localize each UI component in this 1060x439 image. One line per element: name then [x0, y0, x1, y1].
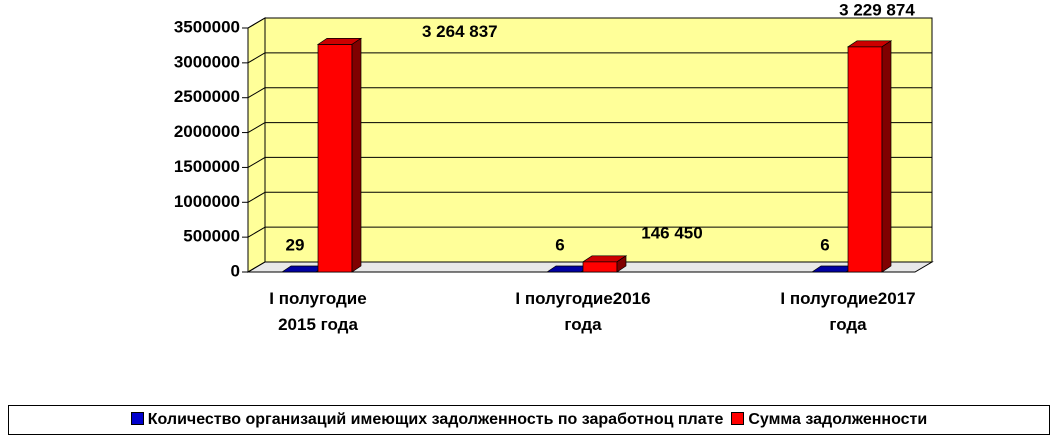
grid-line: [247, 191, 266, 203]
legend-item: Сумма задолженности: [731, 411, 927, 429]
back-wall: [264, 17, 933, 263]
y-tick-label: 2500000: [174, 87, 240, 106]
legend-label: Количество организаций имеющих задолженн…: [147, 411, 724, 428]
bar-side: [881, 40, 892, 273]
bar: [582, 261, 618, 273]
y-tick-label: 3000000: [174, 52, 240, 71]
legend: Количество организаций имеющих задолженн…: [8, 405, 1050, 435]
x-tick-label: I полугодие 2015 года: [269, 289, 367, 334]
grid-line: [247, 122, 266, 134]
grid-line: [247, 156, 266, 168]
data-label: 6: [820, 235, 829, 254]
bar-side: [616, 255, 627, 273]
legend-swatch: [130, 412, 144, 425]
plot: 0 500000 1000000 1500000 2000000 2500000 30000…: [174, 0, 934, 280]
grid-line: [247, 17, 266, 29]
legend-item: Количество организаций имеющих задолженн…: [130, 411, 724, 429]
y-tick-label: 500000: [183, 227, 240, 246]
legend-swatch: [731, 412, 745, 425]
bar-side: [351, 37, 362, 273]
grid-line: [247, 261, 266, 273]
data-label: 146 450: [641, 223, 702, 242]
bar: [317, 44, 353, 273]
grid-line: [247, 52, 266, 64]
data-label: 29: [286, 235, 305, 254]
y-tick-label: 3500000: [174, 17, 240, 36]
y-tick-label: 2000000: [174, 122, 240, 141]
y-tick-label: 0: [231, 261, 240, 280]
data-label: 3 264 837: [422, 22, 498, 41]
grid-line: [247, 226, 266, 238]
x-tick-label: I полугодие2017 года: [780, 289, 916, 334]
x-tick-label: I полугодие2016 года: [515, 289, 651, 334]
side-wall: [247, 17, 266, 273]
data-label: 3 229 874: [839, 0, 915, 19]
y-tick-label: 1500000: [174, 157, 240, 176]
y-tick-label: 1000000: [174, 192, 240, 211]
grid-line: [247, 87, 266, 99]
legend-label: Сумма задолженности: [748, 411, 928, 428]
data-label: 6: [555, 235, 564, 254]
bar: [847, 46, 883, 273]
